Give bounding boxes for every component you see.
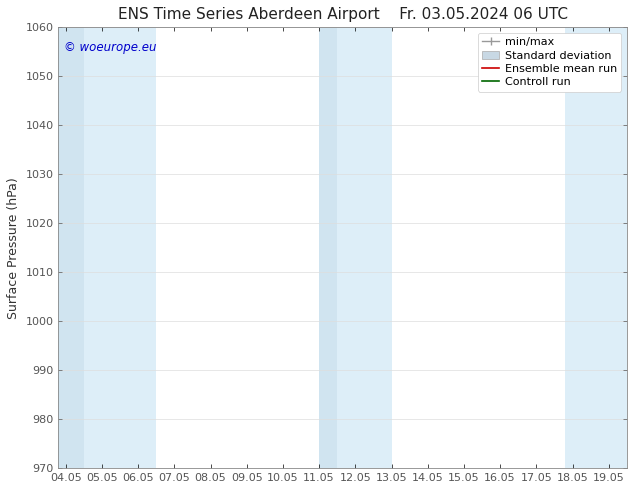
Text: © woeurope.eu: © woeurope.eu bbox=[64, 41, 157, 53]
Bar bbox=[566, 27, 627, 468]
Y-axis label: Surface Pressure (hPa): Surface Pressure (hPa) bbox=[7, 177, 20, 318]
Bar bbox=[84, 27, 156, 468]
Bar bbox=[58, 27, 84, 468]
Legend: min/max, Standard deviation, Ensemble mean run, Controll run: min/max, Standard deviation, Ensemble me… bbox=[478, 33, 621, 92]
Title: ENS Time Series Aberdeen Airport    Fr. 03.05.2024 06 UTC: ENS Time Series Aberdeen Airport Fr. 03.… bbox=[118, 7, 567, 22]
Bar bbox=[337, 27, 392, 468]
Bar bbox=[319, 27, 337, 468]
